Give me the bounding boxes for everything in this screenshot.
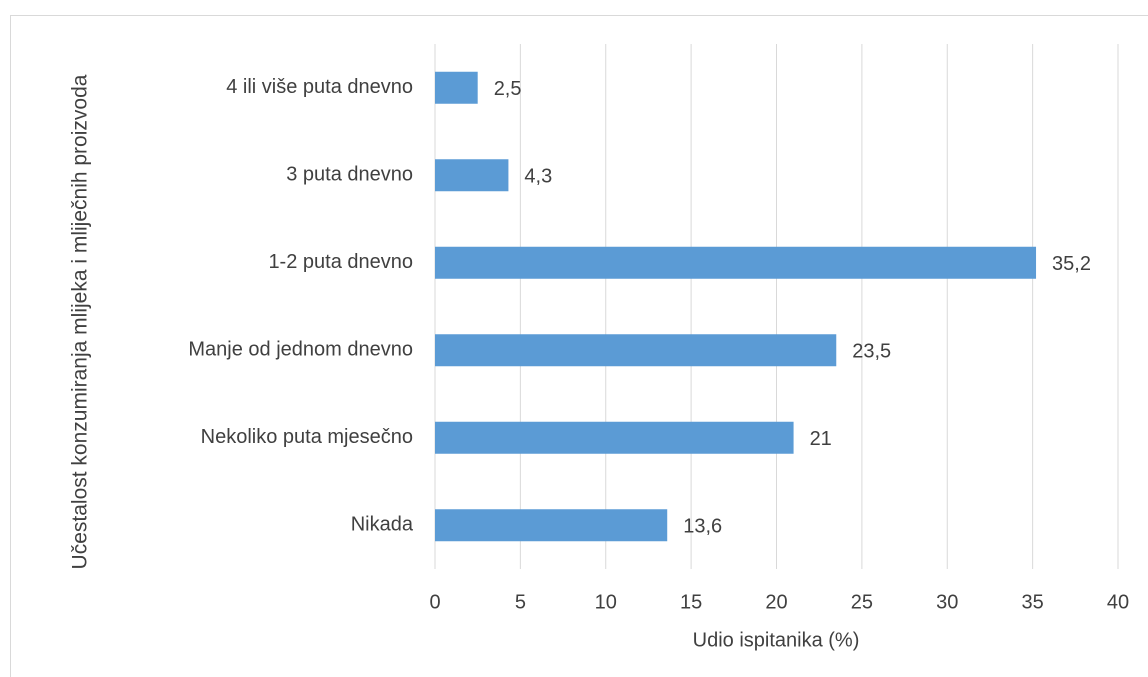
y-axis-label: Učestalost konzumiranja mlijeka i mliječ… [68,74,92,570]
y-tick-label: 4 ili više puta dnevno [226,76,413,98]
x-tick-label: 0 [429,591,440,613]
x-tick-label: 25 [851,591,873,613]
bar [435,246,1037,279]
data-label: 23,5 [852,341,891,363]
x-tick-label: 40 [1107,591,1129,613]
y-tick-label: Nikada [351,514,414,536]
x-tick-label: 30 [936,591,958,613]
y-tick-label: 3 puta dnevno [286,164,413,186]
x-tick-label: 15 [680,591,702,613]
x-tick-label: 35 [1022,591,1044,613]
chart-border [10,15,1148,677]
bar [435,421,794,454]
data-label: 2,5 [494,78,522,100]
x-tick-label: 20 [765,591,787,613]
data-label: 4,3 [524,166,552,188]
x-axis-label: Udio ispitanika (%) [693,629,860,651]
data-label: 21 [810,428,832,450]
data-label: 35,2 [1052,253,1091,275]
x-tick-label: 10 [595,591,617,613]
bar [435,509,668,542]
data-label: 13,6 [683,516,722,538]
bar [435,71,478,104]
y-tick-label: Nekoliko puta mjesečno [201,426,413,448]
bar [435,334,837,367]
x-tick-label: 5 [515,591,526,613]
y-tick-label: 1-2 puta dnevno [268,251,413,273]
y-tick-label: Manje od jednom dnevno [188,339,413,361]
bar [435,159,509,192]
